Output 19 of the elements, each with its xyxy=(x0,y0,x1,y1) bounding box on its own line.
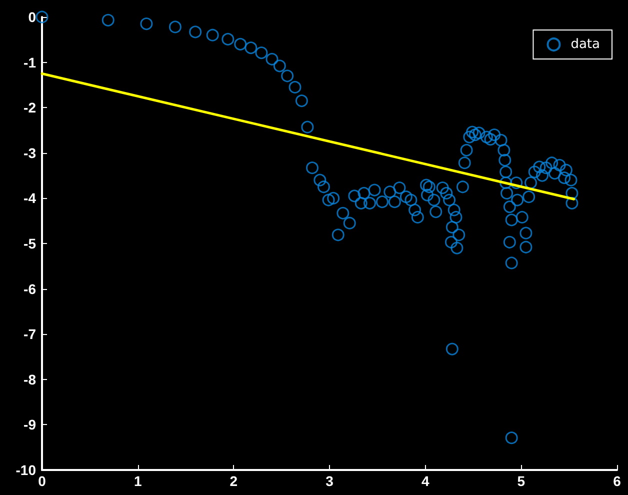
y-tick-label: -4 xyxy=(24,190,36,206)
x-tick-label: 4 xyxy=(421,473,430,489)
y-tick-label: -1 xyxy=(24,54,36,70)
y-tick-label: -6 xyxy=(24,280,36,297)
legend-label: data xyxy=(570,37,600,52)
y-tick-label: -3 xyxy=(24,144,36,161)
y-tick-label: 0 xyxy=(28,9,36,25)
y-tick-label: -8 xyxy=(24,371,36,388)
x-tick-label: 0 xyxy=(38,473,46,489)
y-tick-label: -2 xyxy=(24,100,36,116)
y-tick-label: -5 xyxy=(24,236,36,252)
y-tick-label: -10 xyxy=(16,462,36,478)
x-tick-label: 5 xyxy=(517,473,526,489)
x-tick-label: 6 xyxy=(613,473,622,489)
y-tick-label: -9 xyxy=(24,416,36,433)
x-tick-label: 3 xyxy=(326,473,334,489)
x-tick-label: 2 xyxy=(230,473,238,489)
x-tick-label: 1 xyxy=(134,473,142,489)
y-tick-label: -7 xyxy=(24,326,36,342)
